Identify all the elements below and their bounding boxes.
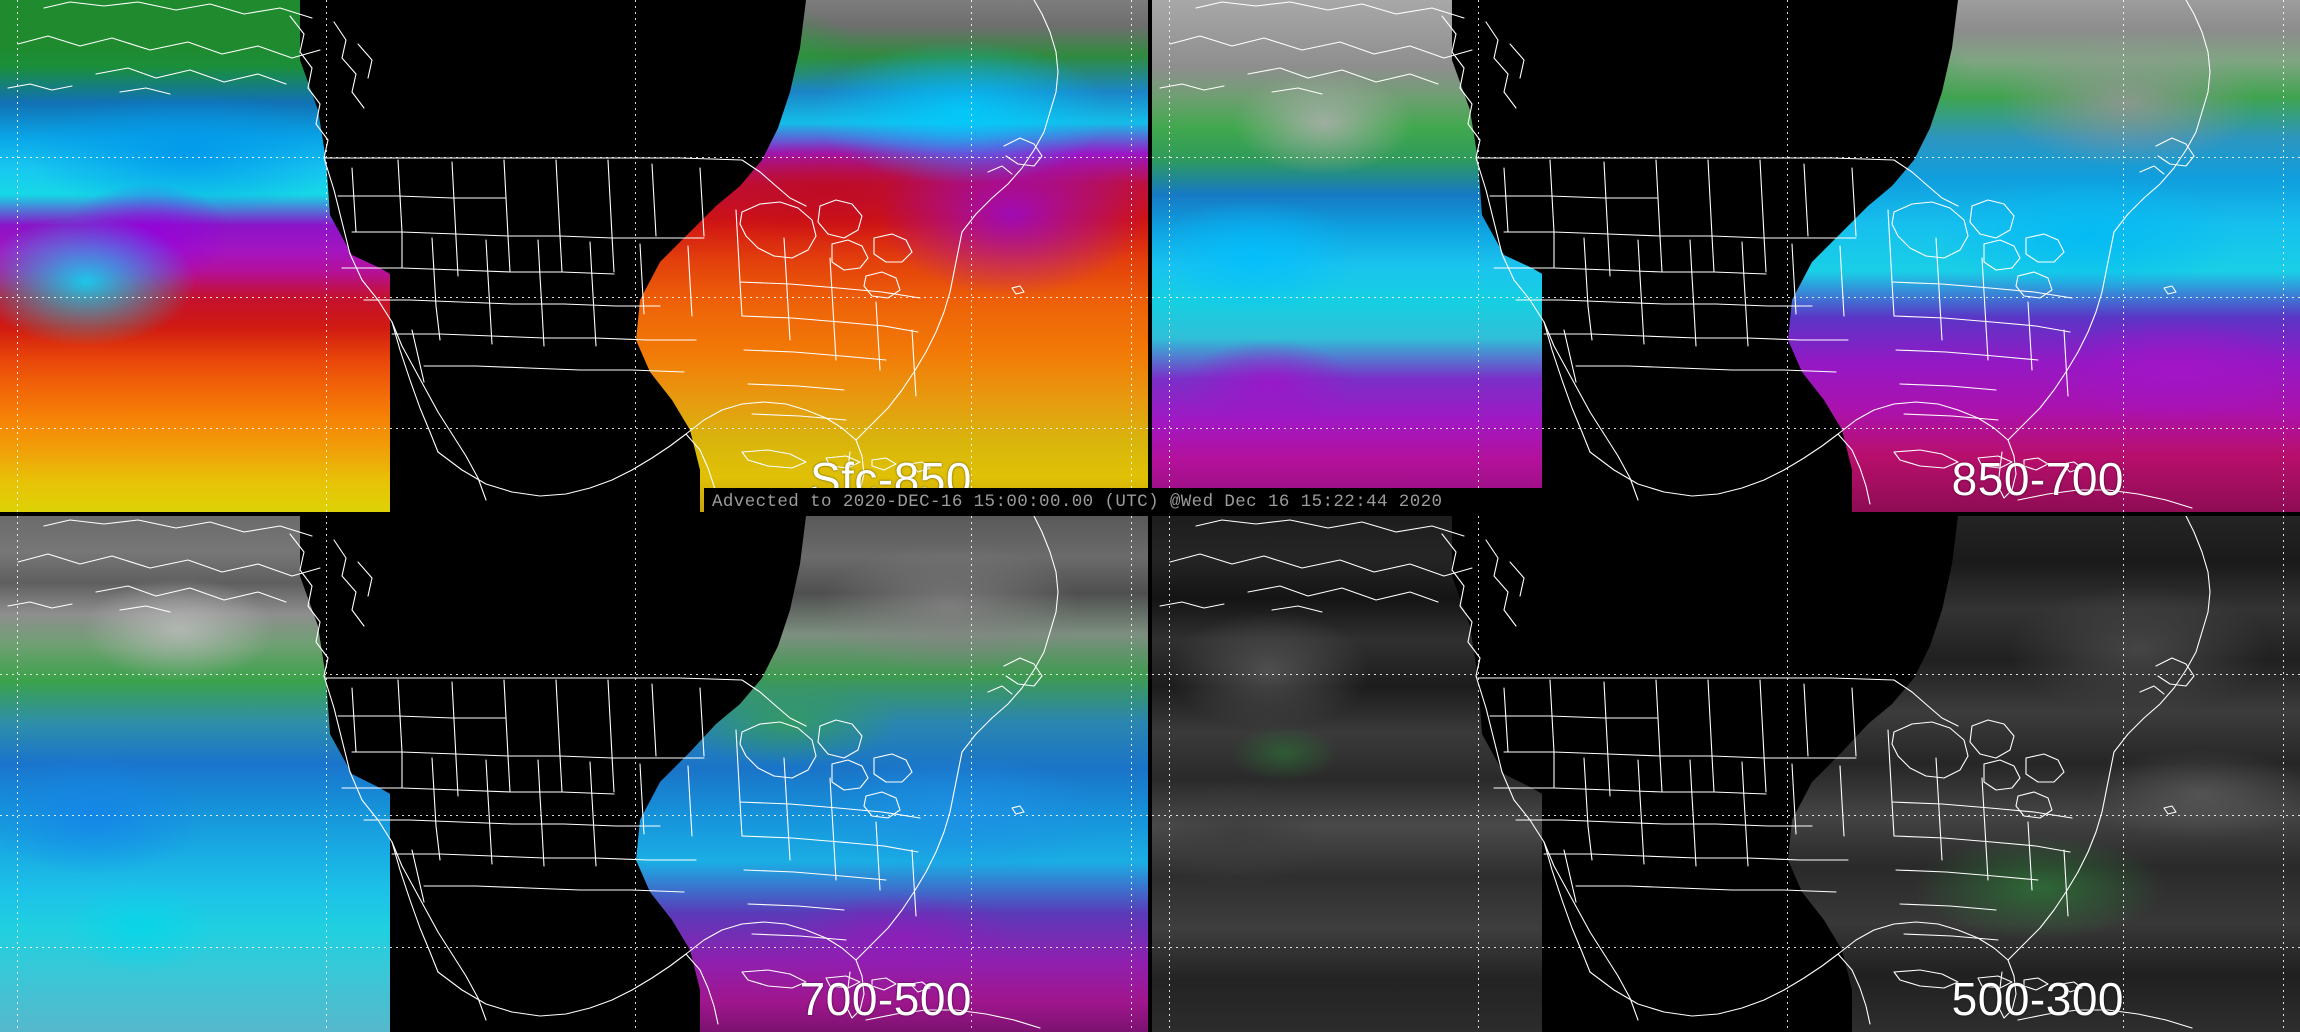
panel-label-700-500: 700-500 [799, 973, 972, 1025]
panel-divider-vertical [1148, 0, 1152, 1032]
panel-500-300[interactable]: 500-300 [1152, 516, 2300, 1032]
data-field-west-atlantic [528, 516, 1148, 1032]
data-field-west-pacific [1152, 516, 1543, 1032]
panel-label-850-700: 850-700 [1951, 453, 2124, 505]
panel-sfc-850[interactable]: Sfc-850 [0, 0, 1148, 512]
panel-700-500[interactable]: 700-500 [0, 516, 1148, 1032]
data-field-west-atlantic [528, 0, 1148, 512]
panel-850-700[interactable]: 850-700 [1152, 0, 2300, 512]
data-field-west-pacific [0, 0, 391, 512]
data-field-west-atlantic [1680, 0, 2300, 512]
panel-label-500-300: 500-300 [1951, 973, 2124, 1025]
data-field-west-pacific [0, 516, 391, 1032]
panel-imagery-850-700: 850-700 [1152, 0, 2300, 512]
advection-timestamp-caption: Advected to 2020-DEC-16 15:00:00.00 (UTC… [712, 492, 1443, 512]
data-field-west-pacific [1152, 0, 1543, 512]
data-field-west-atlantic [1680, 516, 2300, 1032]
caption-bar: Advected to 2020-DEC-16 15:00:00.00 (UTC… [704, 488, 1616, 516]
panel-imagery-sfc-850: Sfc-850 [0, 0, 1148, 512]
panel-imagery-500-300: 500-300 [1152, 516, 2300, 1032]
panel-imagery-700-500: 700-500 [0, 516, 1148, 1032]
